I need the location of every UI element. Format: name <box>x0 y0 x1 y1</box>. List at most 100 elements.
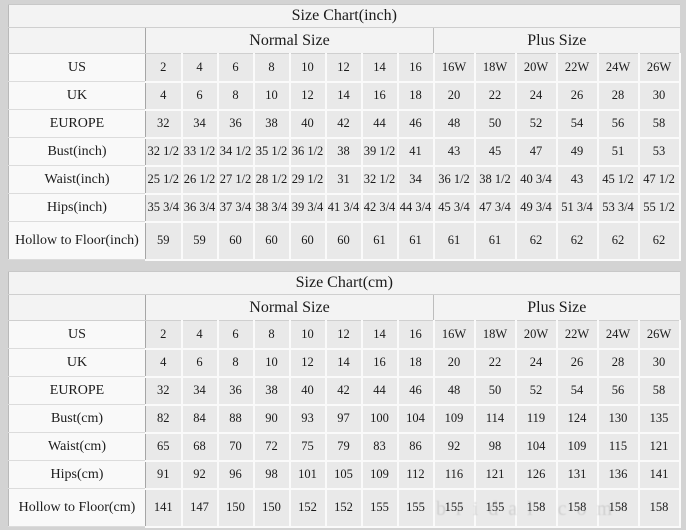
data-cell: 43 <box>433 137 476 167</box>
data-cell: 12 <box>325 53 363 83</box>
data-cell: 39 3/4 <box>289 193 327 223</box>
data-cell: 30 <box>637 348 681 378</box>
data-cell: 83 <box>361 432 399 462</box>
table-row: Hips(cm) 91 92 96 98 101 105 109 112 116 121 126 131… <box>8 460 681 490</box>
data-cell: 4 <box>145 348 183 378</box>
data-cell: 54 <box>556 376 599 406</box>
data-cell: 40 3/4 <box>515 165 558 195</box>
data-cell: 16 <box>397 53 435 83</box>
data-cell: 12 <box>289 81 327 111</box>
title-row: Size Chart(inch) <box>8 4 680 28</box>
data-cell: 116 <box>433 460 476 490</box>
data-cell: 65 <box>145 432 183 462</box>
data-cell: 20W <box>515 320 558 350</box>
data-cell: 16W <box>433 53 476 83</box>
data-cell: 42 <box>325 109 363 139</box>
data-cell: 59 <box>181 221 219 261</box>
data-cell: 98 <box>474 432 517 462</box>
data-cell: 4 <box>181 53 219 83</box>
data-cell: 32 <box>145 109 183 139</box>
data-cell: 18 <box>397 81 435 111</box>
row-label: UK <box>8 348 146 377</box>
table-row: US 2 4 6 8 10 12 14 16 16W 18W 20W 22W 24W 26W <box>8 320 681 350</box>
data-cell: 100 <box>361 404 399 434</box>
data-cell: 41 3/4 <box>325 193 363 223</box>
data-cell: 68 <box>181 432 219 462</box>
title-row: Size Chart(cm) <box>8 271 680 295</box>
data-cell: 24 <box>515 348 558 378</box>
data-cell: 50 <box>474 109 517 139</box>
data-cell: 8 <box>217 348 255 378</box>
data-cell: 58 <box>637 376 681 406</box>
data-cell: 115 <box>597 432 640 462</box>
data-cell: 18 <box>397 348 435 378</box>
data-cell: 47 3/4 <box>474 193 517 223</box>
data-cell: 33 1/2 <box>181 137 219 167</box>
data-cell: 10 <box>289 53 327 83</box>
table-row: UK 4 6 8 10 12 14 16 18 20 22 24 26 28 30 <box>8 81 681 111</box>
data-cell: 131 <box>556 460 599 490</box>
table-row: Waist(inch) 25 1/2 26 1/2 27 1/2 28 1/2 29 1/… <box>8 165 681 195</box>
data-cell: 37 3/4 <box>217 193 255 223</box>
table-row: UK 4 6 8 10 12 14 16 18 20 22 24 26 28 30 <box>8 348 681 378</box>
data-cell: 36 3/4 <box>181 193 219 223</box>
data-cell: 75 <box>289 432 327 462</box>
row-label: UK <box>8 81 146 110</box>
data-cell: 22 <box>474 81 517 111</box>
data-cell: 52 <box>515 109 558 139</box>
row-label: Hips(inch) <box>8 193 146 222</box>
data-cell: 20 <box>433 348 476 378</box>
data-cell: 119 <box>515 404 558 434</box>
data-cell: 36 <box>217 109 255 139</box>
data-cell: 121 <box>637 432 681 462</box>
data-cell: 14 <box>325 81 363 111</box>
data-cell: 16W <box>433 320 476 350</box>
data-cell: 44 <box>361 109 399 139</box>
data-cell: 72 <box>253 432 291 462</box>
data-cell: 79 <box>325 432 363 462</box>
data-cell: 38 <box>253 376 291 406</box>
data-cell: 38 <box>325 137 363 167</box>
row-label: US <box>8 53 146 82</box>
row-label: Bust(inch) <box>8 137 146 166</box>
row-label: EUROPE <box>8 376 146 405</box>
table-title: Size Chart(inch) <box>8 4 680 28</box>
row-label: Bust(cm) <box>8 404 146 433</box>
data-cell: 20 <box>433 81 476 111</box>
data-cell: 55 1/2 <box>637 193 681 223</box>
data-cell: 45 <box>474 137 517 167</box>
data-cell: 22W <box>556 53 599 83</box>
data-cell: 61 <box>361 221 399 261</box>
group-header-spacer <box>8 294 146 321</box>
data-cell: 51 3/4 <box>556 193 599 223</box>
table-row: Hollow to Floor(inch) 59 59 60 60 60 60 61 61 61 6… <box>8 221 681 261</box>
data-cell: 8 <box>253 320 291 350</box>
data-cell: 114 <box>474 404 517 434</box>
data-cell: 20W <box>515 53 558 83</box>
data-cell: 36 1/2 <box>433 165 476 195</box>
data-cell: 32 1/2 <box>145 137 183 167</box>
data-cell: 141 <box>637 460 681 490</box>
data-cell: 10 <box>289 320 327 350</box>
data-cell: 44 <box>361 376 399 406</box>
data-cell: 2 <box>145 53 183 83</box>
data-cell: 28 <box>597 81 640 111</box>
data-cell: 14 <box>361 53 399 83</box>
data-cell: 46 <box>397 376 435 406</box>
data-cell: 28 <box>597 348 640 378</box>
size-table-body-cm: US 2 4 6 8 10 12 14 16 16W 18W 20W 22W 24W 26W UK 4 6 8 10 1… <box>8 320 681 528</box>
row-label: Hips(cm) <box>8 460 146 489</box>
data-cell: 6 <box>181 81 219 111</box>
data-cell: 26W <box>637 320 681 350</box>
group-header-plus-size: Plus Size <box>432 27 680 54</box>
data-cell: 101 <box>289 460 327 490</box>
data-cell: 12 <box>325 320 363 350</box>
data-cell: 14 <box>361 320 399 350</box>
data-cell: 60 <box>217 221 255 261</box>
data-cell: 10 <box>253 81 291 111</box>
data-cell: 155 <box>474 488 517 528</box>
table-row: US 2 4 6 8 10 12 14 16 16W 18W 20W 22W 24W 26W <box>8 53 681 83</box>
data-cell: 135 <box>637 404 681 434</box>
data-cell: 6 <box>217 53 255 83</box>
